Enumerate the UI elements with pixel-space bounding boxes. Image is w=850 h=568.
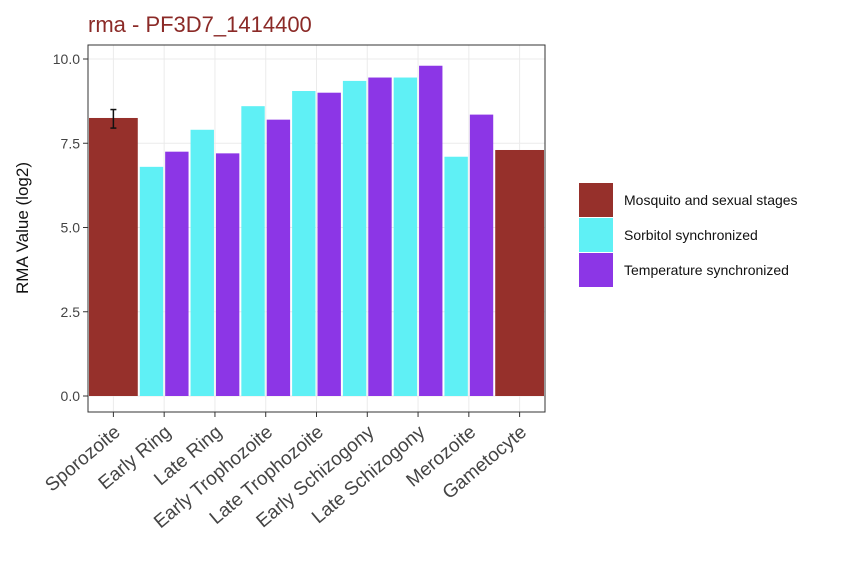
bar: [342, 80, 367, 396]
bar: [368, 77, 392, 396]
bar: [292, 91, 316, 396]
bar: [469, 114, 494, 396]
y-tick-label: 7.5: [61, 135, 81, 151]
legend: Mosquito and sexual stages Sorbitol synch…: [579, 183, 798, 287]
legend-label: Sorbitol synchronized: [624, 227, 758, 243]
legend-label: Mosquito and sexual stages: [624, 192, 798, 208]
bar: [190, 129, 214, 396]
y-tick-label: 2.5: [61, 304, 81, 320]
bar: [165, 151, 189, 396]
y-axis-ticks: 0.0 2.5 5.0 7.5 10.0: [53, 51, 88, 404]
bar: [241, 106, 265, 397]
y-axis-label: RMA Value (log2): [13, 162, 32, 294]
legend-key: [579, 183, 613, 217]
y-tick-label: 0.0: [61, 388, 81, 404]
y-tick-label: 5.0: [61, 220, 81, 236]
y-tick-label: 10.0: [53, 51, 80, 67]
legend-key: [579, 253, 613, 287]
bar: [89, 117, 138, 396]
bar: [419, 65, 443, 397]
bars: [89, 65, 544, 397]
bar: [139, 166, 164, 396]
bar: [495, 149, 544, 396]
bar: [444, 156, 468, 396]
bar: [317, 92, 341, 396]
legend-label: Temperature synchronized: [624, 262, 789, 278]
bar: [393, 77, 418, 396]
legend-key: [579, 218, 613, 252]
bar: [215, 153, 240, 396]
chart-title: rma - PF3D7_1414400: [88, 12, 312, 37]
error-bars: [110, 108, 117, 129]
bar: [266, 119, 291, 396]
